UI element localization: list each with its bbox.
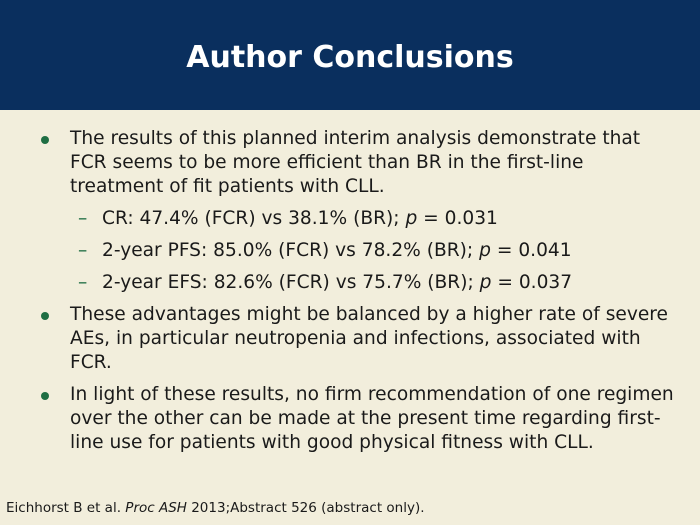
- dash-icon: –: [78, 208, 88, 229]
- bullet-text: The results of this planned interim anal…: [70, 128, 641, 197]
- bullet-item: These advantages might be balanced by a …: [38, 303, 678, 375]
- title-bar: Author Conclusions: [0, 0, 700, 110]
- dash-icon: –: [78, 272, 88, 293]
- citation-footer: Eichhorst B et al. Proc ASH 2013;Abstrac…: [6, 500, 425, 516]
- sub-bullet-text: CR: 47.4% (FCR) vs 38.1% (BR);: [102, 208, 406, 229]
- citation-journal: Proc ASH: [125, 500, 187, 516]
- dash-icon: –: [78, 240, 88, 261]
- bullet-item: In light of these results, no firm recom…: [38, 383, 678, 455]
- slide-title: Author Conclusions: [186, 39, 514, 75]
- bullet-text: In light of these results, no firm recom…: [70, 384, 674, 453]
- p-value: = 0.037: [491, 272, 573, 293]
- bullet-text: These advantages might be balanced by a …: [70, 304, 668, 373]
- sub-bullet-item: – 2-year PFS: 85.0% (FCR) vs 78.2% (BR);…: [38, 239, 678, 263]
- slide-body: The results of this planned interim anal…: [38, 127, 678, 463]
- citation-authors: Eichhorst B et al.: [6, 500, 126, 516]
- sub-bullet-item: – 2-year EFS: 82.6% (FCR) vs 75.7% (BR);…: [38, 271, 678, 295]
- p-value: = 0.041: [490, 240, 572, 261]
- p-value: = 0.031: [417, 208, 498, 229]
- p-symbol: p: [405, 208, 418, 229]
- sub-bullet-text: 2-year EFS: 82.6% (FCR) vs 75.7% (BR);: [102, 272, 480, 293]
- citation-details: 2013;Abstract 526 (abstract only).: [186, 500, 425, 516]
- sub-bullet-text: 2-year PFS: 85.0% (FCR) vs 78.2% (BR);: [102, 240, 480, 261]
- bullet-dot-icon: [41, 392, 49, 400]
- p-symbol: p: [479, 240, 491, 261]
- bullet-dot-icon: [41, 136, 49, 144]
- bullet-item: The results of this planned interim anal…: [38, 127, 678, 199]
- sub-bullet-item: – CR: 47.4% (FCR) vs 38.1% (BR); p = 0.0…: [38, 207, 678, 231]
- p-symbol: p: [479, 272, 492, 293]
- bullet-dot-icon: [41, 312, 49, 320]
